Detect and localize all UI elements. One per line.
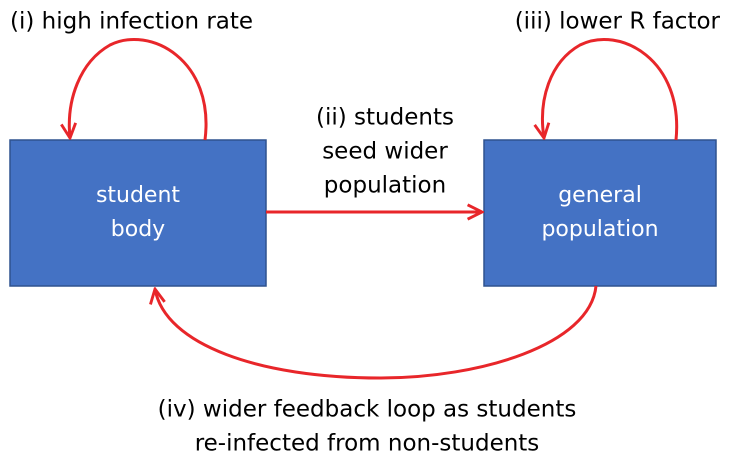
edge-label: (iii) lower R factor (515, 9, 721, 35)
edge-label: population (324, 173, 446, 199)
edge-label: (ii) students (316, 105, 454, 131)
node-label: body (111, 217, 165, 242)
node-box (9, 139, 267, 287)
node-label: student (96, 183, 180, 208)
node-label: population (541, 217, 658, 242)
node-box (483, 139, 717, 287)
edge-label: (i) high infection rate (10, 9, 253, 35)
edge-label: (iv) wider feedback loop as students (158, 397, 577, 423)
self-loop-arrow (69, 38, 208, 140)
feedback-arrow (155, 286, 598, 380)
edge-label: re-infected from non-students (195, 431, 540, 457)
edge-label: seed wider (322, 139, 448, 165)
node-label: general (558, 183, 642, 208)
self-loop-arrow (543, 38, 679, 140)
